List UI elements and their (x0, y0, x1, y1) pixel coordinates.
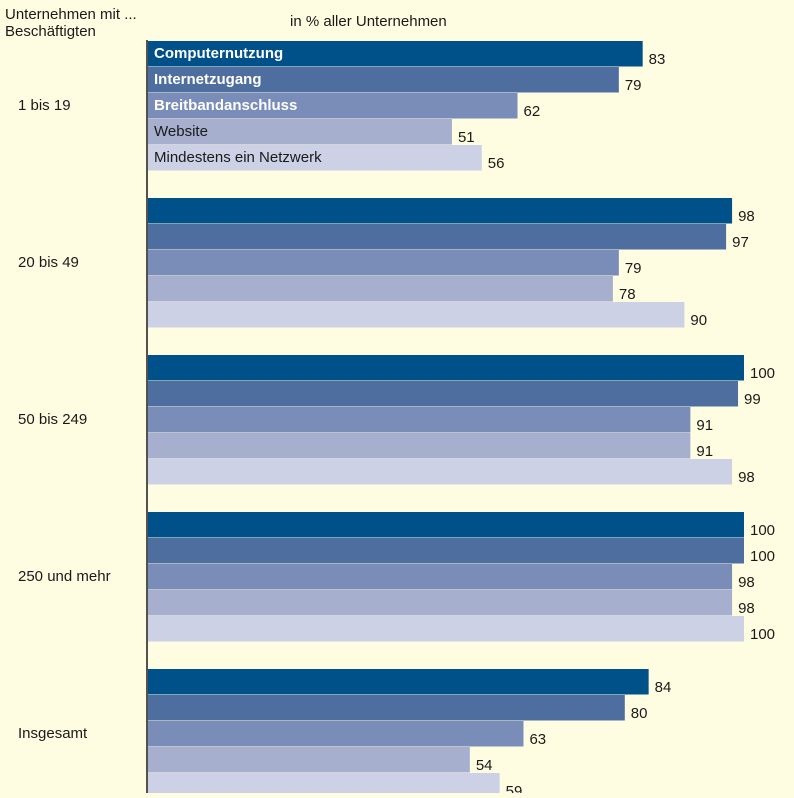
bar (148, 198, 733, 224)
value-label: 91 (696, 417, 713, 434)
value-label: 97 (732, 234, 749, 251)
bar (148, 747, 470, 773)
bar (148, 302, 685, 328)
value-label: 80 (631, 705, 648, 722)
value-label: 100 (750, 548, 775, 565)
bar (148, 381, 739, 407)
bar (148, 512, 744, 538)
value-label: 91 (696, 443, 713, 460)
value-label: 51 (458, 129, 475, 146)
x-axis-label: in % aller Unternehmen (290, 13, 447, 30)
bar (148, 433, 691, 459)
bar (148, 564, 733, 590)
legend-label: Website (154, 123, 208, 140)
category-label: Insgesamt (18, 725, 88, 742)
value-label: 83 (649, 51, 666, 68)
category-label: 50 bis 249 (18, 411, 87, 428)
legend-label: Internetzugang (154, 71, 262, 88)
bar (148, 145, 482, 171)
bar (148, 67, 619, 93)
legend-label: Mindestens ein Netzwerk (154, 149, 322, 166)
category-label: 1 bis 19 (18, 97, 71, 114)
bar (148, 41, 643, 67)
y-axis-label: Unternehmen mit ... (5, 6, 137, 23)
bar (148, 119, 452, 145)
value-label: 98 (738, 208, 755, 225)
value-label: 79 (625, 77, 642, 94)
value-label: 90 (690, 312, 707, 329)
bar (148, 407, 691, 433)
bar (148, 773, 500, 798)
bar (148, 721, 524, 747)
bar (148, 669, 649, 695)
value-label: 98 (738, 574, 755, 591)
value-label: 56 (488, 155, 505, 172)
bar (148, 459, 733, 485)
value-label: 54 (476, 757, 493, 774)
bar (148, 590, 733, 616)
value-label: 100 (750, 626, 775, 643)
value-label: 62 (524, 103, 541, 120)
bar (148, 538, 744, 564)
bar (148, 93, 518, 119)
value-label: 63 (529, 731, 546, 748)
bar (148, 355, 744, 381)
value-label: 79 (625, 260, 642, 277)
bar (148, 224, 727, 250)
bar (148, 250, 619, 276)
value-label: 99 (744, 391, 761, 408)
y-axis-label: Beschäftigten (5, 23, 96, 40)
value-label: 84 (655, 679, 672, 696)
category-label: 250 und mehr (18, 568, 111, 585)
value-label: 98 (738, 600, 755, 617)
value-label: 59 (506, 783, 523, 793)
bar (148, 616, 744, 642)
value-label: 100 (750, 365, 775, 382)
category-label: 20 bis 49 (18, 254, 79, 271)
bar (148, 276, 613, 302)
value-label: 100 (750, 522, 775, 539)
bar (148, 695, 625, 721)
value-label: 98 (738, 469, 755, 486)
legend-label: Breitbandanschluss (154, 97, 297, 114)
legend-label: Computernutzung (154, 45, 283, 62)
value-label: 78 (619, 286, 636, 303)
